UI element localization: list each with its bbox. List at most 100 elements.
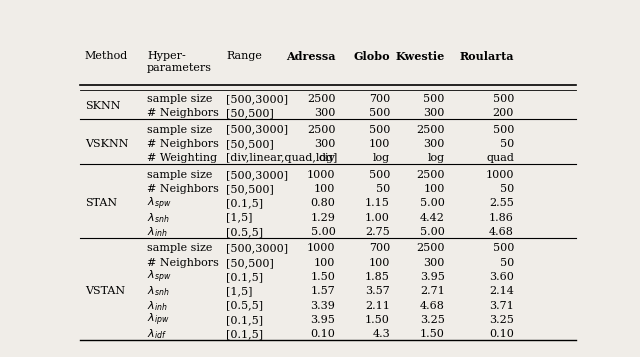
Text: 3.95: 3.95 [420, 272, 445, 282]
Text: 50: 50 [500, 258, 514, 268]
Text: 100: 100 [369, 139, 390, 149]
Text: VSTAN: VSTAN [85, 286, 125, 296]
Text: sample size: sample size [147, 243, 212, 253]
Text: 4.42: 4.42 [420, 213, 445, 223]
Text: # Neighbors: # Neighbors [147, 108, 219, 118]
Text: 500: 500 [493, 125, 514, 135]
Text: # Neighbors: # Neighbors [147, 258, 219, 268]
Text: [500,3000]: [500,3000] [227, 243, 289, 253]
Text: 3.25: 3.25 [489, 315, 514, 325]
Text: 3.39: 3.39 [310, 301, 335, 311]
Text: Kwestie: Kwestie [396, 51, 445, 62]
Text: 50: 50 [500, 139, 514, 149]
Text: 2500: 2500 [416, 125, 445, 135]
Text: 300: 300 [423, 108, 445, 118]
Text: 300: 300 [314, 108, 335, 118]
Text: 5.00: 5.00 [420, 227, 445, 237]
Text: 1.50: 1.50 [310, 272, 335, 282]
Text: quad: quad [486, 153, 514, 163]
Text: Method: Method [85, 51, 128, 61]
Text: 700: 700 [369, 94, 390, 104]
Text: 1000: 1000 [307, 170, 335, 180]
Text: 500: 500 [369, 108, 390, 118]
Text: $\lambda_{idf}$: $\lambda_{idf}$ [147, 327, 167, 341]
Text: Range: Range [227, 51, 262, 61]
Text: div: div [319, 153, 335, 163]
Text: $\lambda_{inh}$: $\lambda_{inh}$ [147, 225, 168, 239]
Text: [500,3000]: [500,3000] [227, 94, 289, 104]
Text: 1.29: 1.29 [310, 213, 335, 223]
Text: $\lambda_{spw}$: $\lambda_{spw}$ [147, 195, 172, 212]
Text: 3.60: 3.60 [489, 272, 514, 282]
Text: [0.1,5]: [0.1,5] [227, 329, 264, 339]
Text: 1.50: 1.50 [420, 329, 445, 339]
Text: 100: 100 [314, 258, 335, 268]
Text: [500,3000]: [500,3000] [227, 170, 289, 180]
Text: 2500: 2500 [307, 94, 335, 104]
Text: STAN: STAN [85, 198, 117, 208]
Text: $\lambda_{ipw}$: $\lambda_{ipw}$ [147, 312, 170, 328]
Text: sample size: sample size [147, 94, 212, 104]
Text: # Weighting: # Weighting [147, 153, 217, 163]
Text: [0.5,5]: [0.5,5] [227, 227, 264, 237]
Text: 1000: 1000 [486, 170, 514, 180]
Text: [1,5]: [1,5] [227, 213, 253, 223]
Text: [div,linear,quad,log]: [div,linear,quad,log] [227, 153, 338, 163]
Text: 5.00: 5.00 [310, 227, 335, 237]
Text: 100: 100 [314, 184, 335, 194]
Text: # Neighbors: # Neighbors [147, 184, 219, 194]
Text: VSKNN: VSKNN [85, 139, 129, 149]
Text: 500: 500 [493, 243, 514, 253]
Text: [50,500]: [50,500] [227, 184, 274, 194]
Text: [0.1,5]: [0.1,5] [227, 315, 264, 325]
Text: [0.1,5]: [0.1,5] [227, 198, 264, 208]
Text: Hyper-
parameters: Hyper- parameters [147, 51, 212, 73]
Text: sample size: sample size [147, 125, 212, 135]
Text: SKNN: SKNN [85, 101, 120, 111]
Text: 1.00: 1.00 [365, 213, 390, 223]
Text: 1.15: 1.15 [365, 198, 390, 208]
Text: 0.10: 0.10 [310, 329, 335, 339]
Text: 4.68: 4.68 [489, 227, 514, 237]
Text: 100: 100 [369, 258, 390, 268]
Text: sample size: sample size [147, 170, 212, 180]
Text: 500: 500 [493, 94, 514, 104]
Text: Adressa: Adressa [286, 51, 335, 62]
Text: 1.57: 1.57 [310, 286, 335, 296]
Text: 300: 300 [423, 139, 445, 149]
Text: Globo: Globo [353, 51, 390, 62]
Text: $\lambda_{spw}$: $\lambda_{spw}$ [147, 269, 172, 285]
Text: 500: 500 [369, 125, 390, 135]
Text: [50,500]: [50,500] [227, 139, 274, 149]
Text: 3.71: 3.71 [489, 301, 514, 311]
Text: $\lambda_{snh}$: $\lambda_{snh}$ [147, 211, 170, 225]
Text: 0.10: 0.10 [489, 329, 514, 339]
Text: $\lambda_{snh}$: $\lambda_{snh}$ [147, 285, 170, 298]
Text: 2.71: 2.71 [420, 286, 445, 296]
Text: 5.00: 5.00 [420, 198, 445, 208]
Text: 500: 500 [423, 94, 445, 104]
Text: [0.1,5]: [0.1,5] [227, 272, 264, 282]
Text: 2.75: 2.75 [365, 227, 390, 237]
Text: 50: 50 [500, 184, 514, 194]
Text: 2.55: 2.55 [489, 198, 514, 208]
Text: [0.5,5]: [0.5,5] [227, 301, 264, 311]
Text: 1.85: 1.85 [365, 272, 390, 282]
Text: 50: 50 [376, 184, 390, 194]
Text: 200: 200 [493, 108, 514, 118]
Text: 700: 700 [369, 243, 390, 253]
Text: [50,500]: [50,500] [227, 258, 274, 268]
Text: log: log [428, 153, 445, 163]
Text: [50,500]: [50,500] [227, 108, 274, 118]
Text: 2500: 2500 [416, 243, 445, 253]
Text: 3.57: 3.57 [365, 286, 390, 296]
Text: 2.14: 2.14 [489, 286, 514, 296]
Text: 1.86: 1.86 [489, 213, 514, 223]
Text: 4.68: 4.68 [420, 301, 445, 311]
Text: 3.95: 3.95 [310, 315, 335, 325]
Text: 2.11: 2.11 [365, 301, 390, 311]
Text: 4.3: 4.3 [372, 329, 390, 339]
Text: [1,5]: [1,5] [227, 286, 253, 296]
Text: 3.25: 3.25 [420, 315, 445, 325]
Text: 0.80: 0.80 [310, 198, 335, 208]
